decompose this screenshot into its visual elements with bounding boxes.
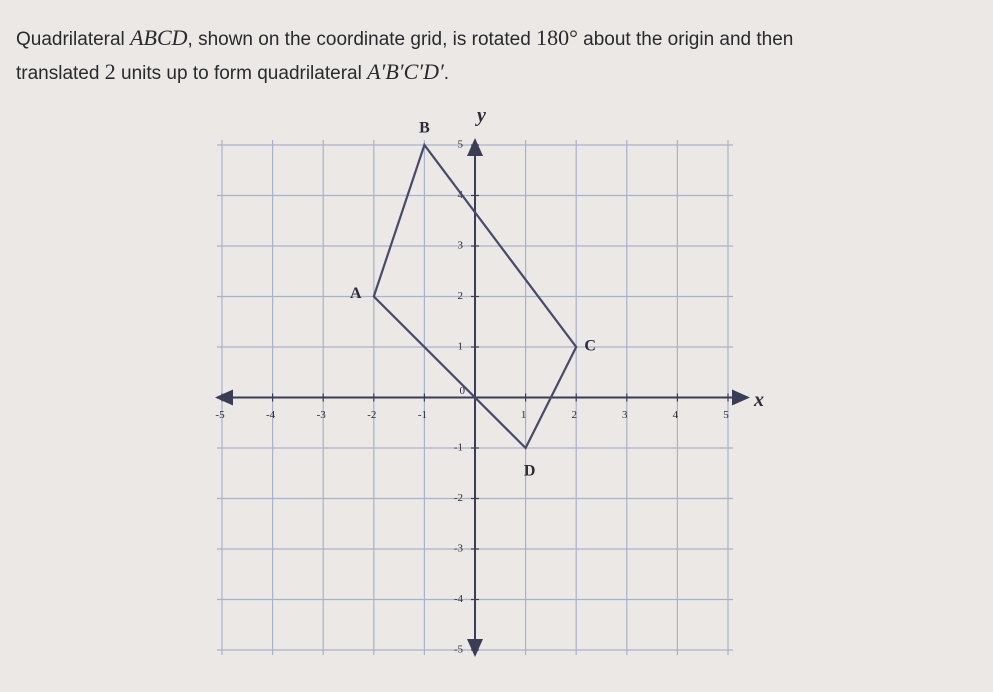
vertex-label: D (524, 463, 536, 480)
y-tick-label: -1 (454, 442, 463, 454)
question-text: translated (16, 63, 105, 84)
math: 180° (536, 25, 578, 50)
math: A′B′C′D′ (367, 59, 444, 84)
question-text: . (443, 63, 450, 84)
y-tick-label: -5 (454, 644, 464, 656)
x-tick-label: -2 (367, 409, 376, 421)
question-text: units up to form quadrilateral (115, 63, 368, 84)
y-tick-label: -4 (454, 593, 464, 605)
x-tick-label: -3 (317, 409, 327, 421)
vertex-label: A (350, 285, 362, 302)
question: Quadrilateral ABCD, shown on the coordin… (16, 22, 986, 90)
vertex-label: C (584, 338, 596, 355)
y-tick-label: -3 (454, 543, 464, 555)
vertex-label: B (419, 120, 430, 137)
question-text: , shown on the coordinate grid, is rotat… (187, 29, 537, 50)
y-axis-label: y (475, 105, 486, 127)
y-tick-label: 5 (458, 139, 464, 151)
x-axis-label: x (753, 389, 764, 411)
x-tick-label: -5 (215, 409, 225, 421)
x-tick-label: 2 (571, 409, 577, 421)
y-tick-label: 3 (458, 240, 464, 252)
math: 2 (104, 59, 116, 84)
x-tick-label: 5 (723, 409, 729, 421)
x-tick-label: 4 (673, 409, 679, 421)
y-tick-label: -2 (454, 492, 463, 504)
y-tick-label: 2 (458, 290, 464, 302)
question-text: about the origin and then (577, 29, 794, 50)
x-tick-label: -1 (418, 409, 427, 421)
math: ABCD (130, 25, 188, 50)
question-text: Quadrilateral (16, 29, 131, 50)
quadrilateral (372, 142, 578, 450)
y-tick-label: 4 (458, 189, 464, 201)
x-tick-label: 3 (622, 409, 628, 421)
origin-label: 0 (460, 385, 466, 397)
y-tick-label: 1 (458, 341, 464, 353)
x-tick-label: 1 (521, 409, 527, 421)
x-tick-label: -4 (266, 409, 276, 421)
